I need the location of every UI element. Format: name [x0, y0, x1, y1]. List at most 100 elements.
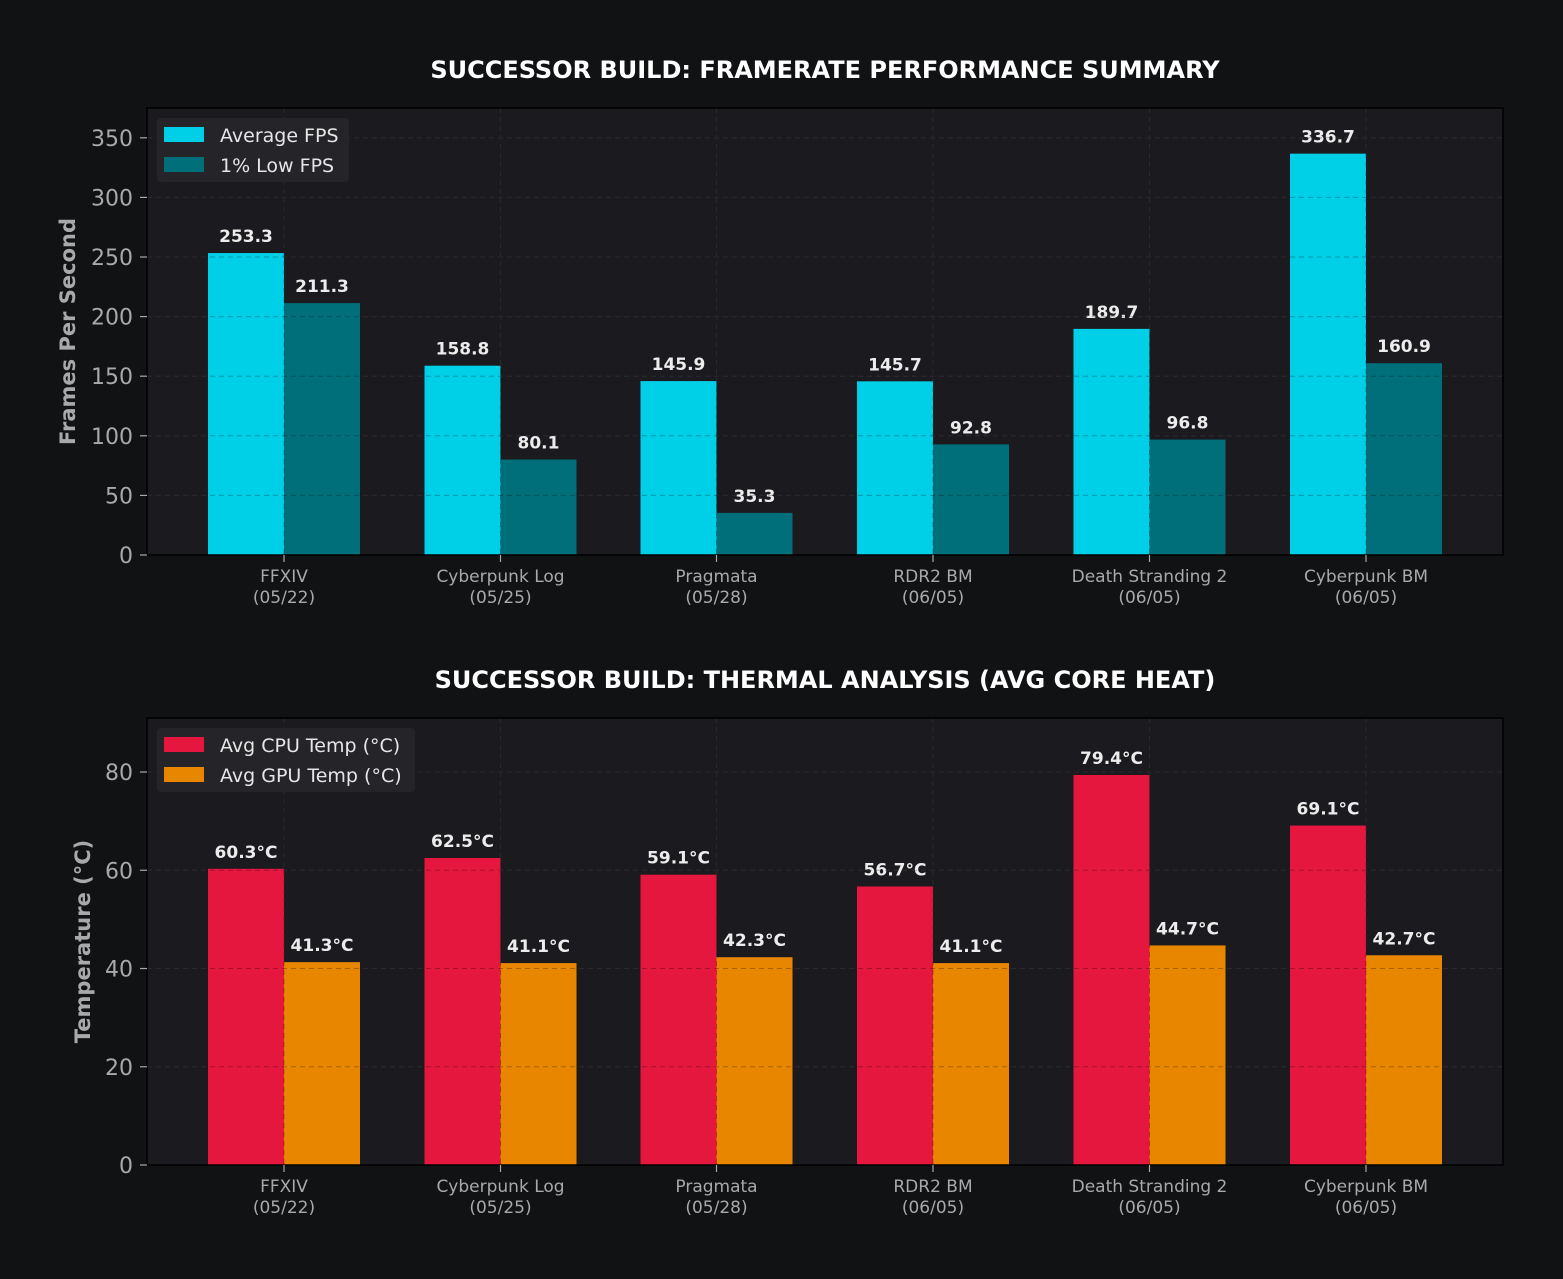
x-tick-label: Pragmata: [675, 1177, 757, 1197]
y-tick-label: 250: [91, 246, 133, 271]
x-tick-label: Cyberpunk Log: [436, 1177, 564, 1197]
bar-avg-gpu-temp-c: [500, 963, 577, 1165]
y-tick-label: 300: [91, 186, 133, 211]
data-label: 253.3: [219, 227, 273, 247]
data-label: 41.3°C: [291, 936, 354, 956]
bar-1-low-fps: [500, 459, 577, 555]
bar-1-low-fps: [284, 303, 360, 555]
data-label: 60.3°C: [215, 843, 278, 863]
bar-1-low-fps: [716, 512, 793, 555]
y-tick-label: 20: [105, 1056, 133, 1081]
legend-swatch: [164, 767, 204, 782]
y-tick-label: 80: [105, 761, 133, 786]
data-label: 42.7°C: [1373, 929, 1436, 949]
data-label: 92.8: [950, 418, 992, 438]
bar-avg-cpu-temp-c: [1073, 774, 1150, 1165]
y-tick-label: 0: [119, 1154, 133, 1179]
y-tick-label: 60: [105, 859, 133, 884]
x-tick-label-date: (06/05): [1335, 588, 1397, 608]
bar-1-low-fps: [933, 444, 1009, 555]
data-label: 56.7°C: [864, 860, 927, 880]
data-label: 62.5°C: [431, 832, 494, 852]
x-tick-label: Death Stranding 2: [1072, 1177, 1228, 1197]
data-label: 145.9: [652, 355, 706, 375]
bar-avg-gpu-temp-c: [716, 957, 793, 1165]
x-tick-label: RDR2 BM: [893, 567, 972, 587]
legend-swatch: [164, 737, 204, 752]
y-tick-label: 200: [91, 306, 133, 331]
x-tick-label-date: (06/05): [902, 588, 964, 608]
legend-label: Avg CPU Temp (°C): [220, 735, 400, 757]
legend-label: 1% Low FPS: [220, 155, 334, 177]
chart-title: SUCCESSOR BUILD: FRAMERATE PERFORMANCE S…: [430, 56, 1220, 84]
data-label: 145.7: [868, 355, 922, 375]
x-tick-label-date: (06/05): [1335, 1198, 1397, 1218]
bar-average-fps: [424, 365, 501, 555]
data-label: 96.8: [1167, 414, 1209, 434]
bar-avg-cpu-temp-c: [640, 874, 717, 1165]
data-label: 35.3: [734, 487, 776, 507]
bar-average-fps: [1073, 328, 1150, 555]
bar-avg-cpu-temp-c: [424, 857, 501, 1165]
legend: Average FPS 1% Low FPS: [157, 118, 349, 182]
legend-label: Average FPS: [220, 125, 339, 147]
bar-avg-cpu-temp-c: [857, 886, 933, 1165]
data-label: 189.7: [1085, 303, 1139, 323]
plot-area: [147, 718, 1503, 1165]
data-label: 160.9: [1377, 337, 1431, 357]
x-tick-label-date: (05/25): [469, 588, 531, 608]
bar-1-low-fps: [1149, 439, 1226, 555]
x-tick-label-date: (05/25): [469, 1198, 531, 1218]
data-label: 41.1°C: [507, 937, 570, 957]
bar-avg-gpu-temp-c: [284, 962, 360, 1165]
data-label: 59.1°C: [647, 849, 710, 869]
bar-average-fps: [1290, 153, 1366, 555]
data-label: 80.1: [518, 434, 560, 454]
x-tick-label-date: (06/05): [1118, 1198, 1180, 1218]
legend-label: Avg GPU Temp (°C): [220, 765, 402, 787]
legend-box: [157, 728, 415, 792]
data-label: 79.4°C: [1080, 749, 1143, 769]
x-tick-label-date: (05/22): [253, 1198, 315, 1218]
y-tick-label: 150: [91, 365, 133, 390]
x-tick-label-date: (05/28): [685, 1198, 747, 1218]
y-tick-label: 100: [91, 425, 133, 450]
y-axis-label: Frames Per Second: [56, 218, 80, 445]
legend-box: [157, 118, 349, 182]
bar-1-low-fps: [1366, 363, 1442, 555]
data-label: 41.1°C: [940, 937, 1003, 957]
data-label: 42.3°C: [723, 931, 786, 951]
bar-average-fps: [857, 381, 933, 555]
chart-2: 60.3°C 62.5°C 59.1°C 56.7°C 79.4°C 69.1°C 41.3…: [71, 666, 1504, 1218]
legend: Avg CPU Temp (°C) Avg GPU Temp (°C): [157, 728, 415, 792]
y-tick-label: 50: [105, 484, 133, 509]
x-tick-label-date: (06/05): [1118, 588, 1180, 608]
legend-swatch: [164, 127, 204, 142]
x-tick-label: FFXIV: [260, 567, 308, 587]
y-tick-label: 350: [91, 127, 133, 152]
bar-avg-gpu-temp-c: [933, 963, 1009, 1165]
x-tick-label: Cyberpunk BM: [1304, 1177, 1428, 1197]
bar-avg-gpu-temp-c: [1366, 955, 1442, 1165]
bar-avg-gpu-temp-c: [1149, 945, 1226, 1165]
x-tick-label-date: (05/22): [253, 588, 315, 608]
bar-average-fps: [208, 253, 284, 555]
y-tick-label: 40: [105, 958, 133, 983]
y-tick-label: 0: [119, 544, 133, 569]
y-axis-label: Temperature (°C): [71, 840, 95, 1043]
x-tick-label: Death Stranding 2: [1072, 567, 1228, 587]
x-tick-label: Cyberpunk BM: [1304, 567, 1428, 587]
data-label: 44.7°C: [1156, 919, 1219, 939]
data-label: 336.7: [1301, 128, 1355, 148]
data-label: 158.8: [436, 340, 490, 360]
data-label: 69.1°C: [1297, 800, 1360, 820]
chart-1: 253.3 158.8 145.9 145.7 189.7 336.7 211.3 80.1 3…: [56, 56, 1504, 608]
bar-average-fps: [640, 381, 717, 555]
plot-border: [146, 107, 1504, 556]
bar-avg-cpu-temp-c: [208, 868, 284, 1165]
x-tick-label: Pragmata: [675, 567, 757, 587]
x-tick-label-date: (06/05): [902, 1198, 964, 1218]
bar-avg-cpu-temp-c: [1290, 825, 1366, 1165]
chart-title: SUCCESSOR BUILD: THERMAL ANALYSIS (AVG C…: [435, 666, 1216, 694]
